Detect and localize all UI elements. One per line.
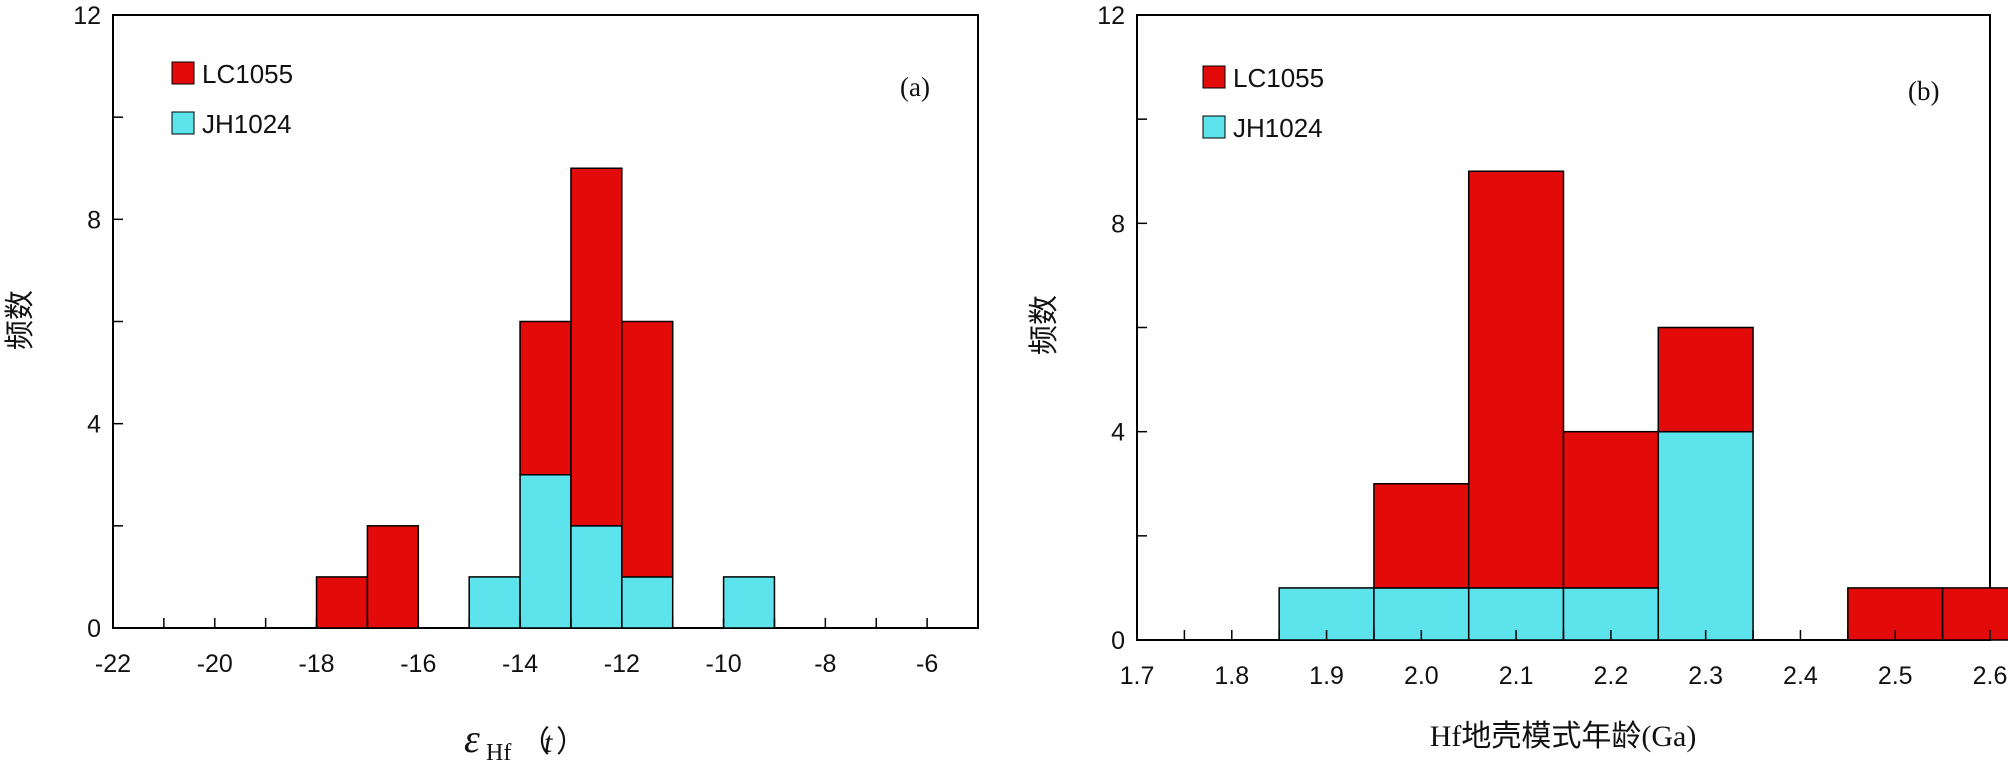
x-tick-label: 2.2 xyxy=(1594,662,1629,690)
x-tick-label: -14 xyxy=(502,650,538,678)
bar-jh1024-3 xyxy=(519,474,572,629)
bar-lc1055-1 xyxy=(366,525,420,629)
bar-lc1055-4 xyxy=(1657,326,1754,433)
bar-jh1024-5 xyxy=(621,576,674,629)
axes-b: 1.7 1.8 1.9 2.0 2.1 2.2 2.3 2.4 2.5 2.6 0 4 8 12 xyxy=(1097,2,2007,690)
epsilon-subscript: Hf xyxy=(486,740,511,766)
y-tick-label: 12 xyxy=(1097,2,1125,30)
y-axis-title-a: 频数 xyxy=(4,290,37,350)
bar-lc1055-1 xyxy=(1373,483,1470,589)
y-tick-label: 8 xyxy=(87,206,101,234)
legend-swatch-jh1024 xyxy=(171,111,195,135)
bar-jh1024-4 xyxy=(1657,430,1754,641)
axes-a: -22 -20 -18 -16 -14 -12 -10 -8 -6 0 4 8 12 xyxy=(73,2,938,678)
y-tick-label: 4 xyxy=(87,411,101,439)
x-tick-label: -6 xyxy=(916,650,938,678)
x-tick-label: 2.5 xyxy=(1878,662,1913,690)
x-tick-label: -20 xyxy=(197,650,233,678)
y-tick-label: 4 xyxy=(1111,419,1125,447)
panel-label-a: (a) xyxy=(900,72,930,102)
x-axis-title-b: Hf地壳模式年龄(Ga) xyxy=(1430,720,1697,753)
legend-label-jh1024: JH1024 xyxy=(1233,113,1323,143)
x-tick-label: 1.9 xyxy=(1309,662,1344,690)
bar-lc1055-3 xyxy=(519,320,572,476)
y-tick-label: 8 xyxy=(1111,210,1125,238)
legend-swatch-jh1024 xyxy=(1202,115,1226,139)
legend-label-lc1055: LC1055 xyxy=(1233,63,1324,93)
x-tick-label: 2.4 xyxy=(1783,662,1818,690)
x-tick-label: 2.0 xyxy=(1404,662,1439,690)
x-tick-label: -18 xyxy=(298,650,334,678)
bar-lc1055-0 xyxy=(315,576,369,629)
chart-panel-a: -22 -20 -18 -16 -14 -12 -10 -8 -6 0 4 8 12 LC1055 JH… xyxy=(4,2,979,766)
bars-b xyxy=(1278,170,2008,641)
x-tick-label: -8 xyxy=(814,650,836,678)
x-tick-label: -12 xyxy=(604,650,640,678)
legend-label-lc1055: LC1055 xyxy=(202,59,293,89)
epsilon-symbol: ε xyxy=(464,716,480,761)
x-tick-label: -22 xyxy=(95,650,131,678)
bar-jh1024-6 xyxy=(722,576,776,629)
chart-panel-b: 1.7 1.8 1.9 2.0 2.1 2.2 2.3 2.4 2.5 2.6 0 4 8 12 LC10… xyxy=(1028,2,2008,753)
x-tick-label: -10 xyxy=(706,650,742,678)
bar-jh1024-4 xyxy=(570,525,623,629)
x-tick-label: 1.7 xyxy=(1120,662,1155,690)
y-tick-label: 0 xyxy=(1111,627,1125,655)
legend-swatch-lc1055 xyxy=(171,61,195,85)
x-tick-label: 1.8 xyxy=(1214,662,1249,690)
x-title-open-paren: （ xyxy=(520,726,550,759)
legend-swatch-lc1055 xyxy=(1202,65,1226,89)
bar-lc1055-4 xyxy=(570,167,623,527)
legend-a: LC1055 JH1024 xyxy=(171,59,293,139)
x-axis-title-a: ε Hf （ t ） xyxy=(464,716,586,766)
bar-lc1055-6 xyxy=(1941,587,2008,641)
bar-jh1024-2 xyxy=(468,576,521,629)
panel-label-b: (b) xyxy=(1908,76,1939,106)
y-tick-label: 12 xyxy=(73,2,101,30)
bars-a xyxy=(315,167,776,629)
x-tick-label: 2.3 xyxy=(1688,662,1723,690)
y-axis-title-b: 频数 xyxy=(1028,295,1061,355)
bar-lc1055-3 xyxy=(1562,430,1660,589)
x-tick-label: 2.1 xyxy=(1499,662,1534,690)
bar-lc1055-2 xyxy=(1467,170,1565,589)
x-tick-label: -16 xyxy=(400,650,436,678)
legend-b: LC1055 JH1024 xyxy=(1202,63,1324,143)
legend-label-jh1024: JH1024 xyxy=(202,109,292,139)
bar-lc1055-5 xyxy=(621,320,674,578)
x-tick-label: 2.6 xyxy=(1973,662,2008,690)
x-title-variable: t xyxy=(544,726,553,759)
x-title-close-paren: ） xyxy=(556,726,586,759)
y-tick-label: 0 xyxy=(87,615,101,643)
